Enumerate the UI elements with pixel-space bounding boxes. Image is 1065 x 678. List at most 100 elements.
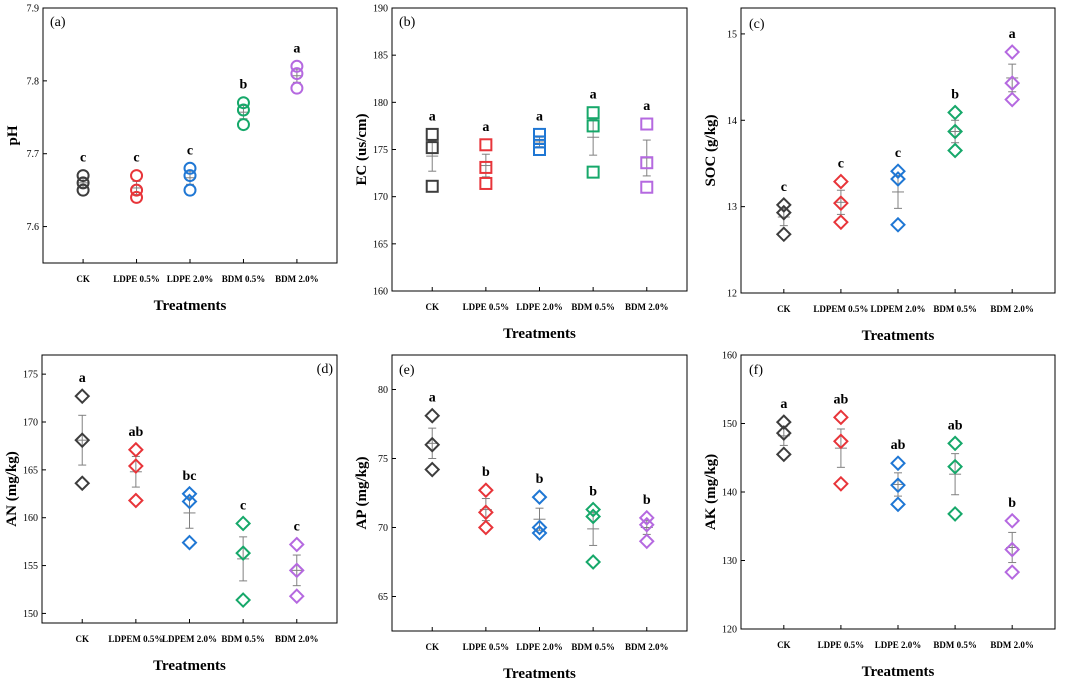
data-point (477, 519, 494, 536)
x-tick-label: BDM 0.5% (571, 642, 615, 652)
y-tick-label: 185 (373, 51, 388, 62)
data-point (1004, 564, 1021, 581)
y-tick-label: 15 (727, 29, 737, 40)
data-point (832, 433, 849, 450)
data-point (425, 127, 439, 141)
x-tick-label: LDPE 0.5% (463, 302, 510, 312)
x-tick-label: CK (777, 640, 791, 650)
chart-panel-a: (a) 7.6 7.7 7.8 7.9 CK LDPE 0.5% LDPE 2.0% BDM 0… (5, 4, 338, 314)
x-tick-label: LDPE 0.5% (463, 642, 510, 652)
significance-letter: c (133, 151, 139, 166)
y-tick-label: 175 (373, 145, 388, 156)
x-tick-label: BDM 2.0% (625, 302, 669, 312)
x-tick-label: CK (425, 642, 439, 652)
data-point (533, 143, 546, 156)
x-tick-label: CK (777, 304, 791, 314)
panel-label: (e) (399, 363, 415, 378)
x-tick-label: CK (75, 634, 89, 644)
y-tick-label: 165 (23, 465, 38, 476)
data-point (638, 516, 655, 533)
x-tick-label: LDPE 2.0% (167, 274, 214, 284)
data-point (775, 196, 792, 213)
significance-letter: a (429, 391, 436, 406)
y-tick-label: 155 (23, 561, 38, 572)
significance-letter: bc (183, 469, 197, 484)
significance-letter: c (781, 180, 787, 195)
x-tick-label: LDPEM 2.0% (162, 634, 217, 644)
y-tick-label: 180 (373, 98, 388, 109)
data-point (531, 525, 548, 541)
panel-label: (b) (399, 15, 416, 30)
y-tick-label: 14 (727, 116, 737, 127)
error-bar (587, 118, 600, 156)
x-tick-label: BDM 2.0% (275, 274, 319, 284)
x-axis-title: Treatments (862, 664, 935, 678)
data-point (832, 475, 849, 492)
data-point (424, 407, 441, 424)
y-tick-label: 160 (373, 287, 388, 298)
significance-letter: c (187, 143, 193, 158)
plot-frame (41, 354, 338, 624)
data-point (425, 141, 439, 155)
y-tick-label: 7.9 (27, 4, 40, 15)
significance-letter: ab (834, 392, 849, 407)
data-point (477, 504, 494, 521)
data-point (130, 183, 144, 197)
significance-letter: b (643, 493, 651, 508)
x-axis-title: Treatments (154, 298, 227, 314)
data-point (290, 81, 304, 95)
y-tick-label: 70 (378, 523, 388, 534)
data-point (585, 501, 602, 518)
data-point (947, 104, 964, 121)
significance-letter: b (951, 88, 959, 103)
significance-letter: a (482, 120, 489, 135)
data-point (947, 435, 964, 452)
y-tick-label: 130 (722, 556, 737, 567)
y-axis-title: SOC (g/kg) (703, 114, 719, 186)
x-axis-title: Treatments (503, 666, 576, 678)
data-point (288, 588, 305, 605)
significance-letter: b (1008, 496, 1016, 511)
significance-letter: c (838, 157, 844, 172)
x-tick-label: BDM 0.5% (221, 634, 265, 644)
y-tick-label: 140 (722, 488, 737, 499)
data-point (775, 204, 792, 221)
y-tick-label: 7.7 (27, 149, 40, 160)
data-point (775, 425, 792, 442)
data-point (127, 492, 144, 509)
x-axis-title: Treatments (862, 328, 935, 344)
significance-letter: a (536, 109, 543, 124)
data-point (477, 482, 494, 499)
data-point (775, 226, 792, 243)
significance-letter: b (482, 465, 490, 480)
data-point (130, 169, 144, 183)
error-bar (76, 414, 89, 466)
significance-letter: a (643, 99, 650, 114)
data-point (181, 493, 198, 510)
significance-letter: b (536, 472, 544, 487)
x-tick-label: LDPEM 0.5% (108, 634, 163, 644)
x-tick-label: LDPEM 2.0% (871, 304, 926, 314)
data-point (890, 477, 906, 494)
chart-panel-e: (e) 65 70 75 80 CK LDPE 0.5% LDPE 2.0% BDM 0.5% B… (354, 354, 688, 678)
data-point (236, 96, 250, 110)
y-tick-label: 165 (373, 239, 388, 250)
significance-letter: a (1009, 27, 1016, 42)
y-tick-label: 65 (378, 592, 388, 603)
data-point (425, 179, 439, 193)
x-tick-label: BDM 2.0% (990, 304, 1034, 314)
x-tick-label: LDPE 0.5% (113, 274, 160, 284)
data-point (890, 163, 906, 180)
plot-frame (391, 7, 688, 292)
x-tick-label: CK (425, 302, 439, 312)
error-bar (533, 136, 546, 148)
data-point (586, 119, 600, 133)
y-axis-title: pH (5, 125, 21, 145)
significance-letter: b (240, 78, 248, 93)
x-tick-label: LDPE 2.0% (516, 302, 563, 312)
significance-letter: c (294, 520, 300, 535)
data-point (947, 458, 964, 475)
significance-letter: a (780, 397, 787, 412)
data-point (1004, 75, 1021, 92)
y-tick-label: 190 (373, 4, 388, 15)
